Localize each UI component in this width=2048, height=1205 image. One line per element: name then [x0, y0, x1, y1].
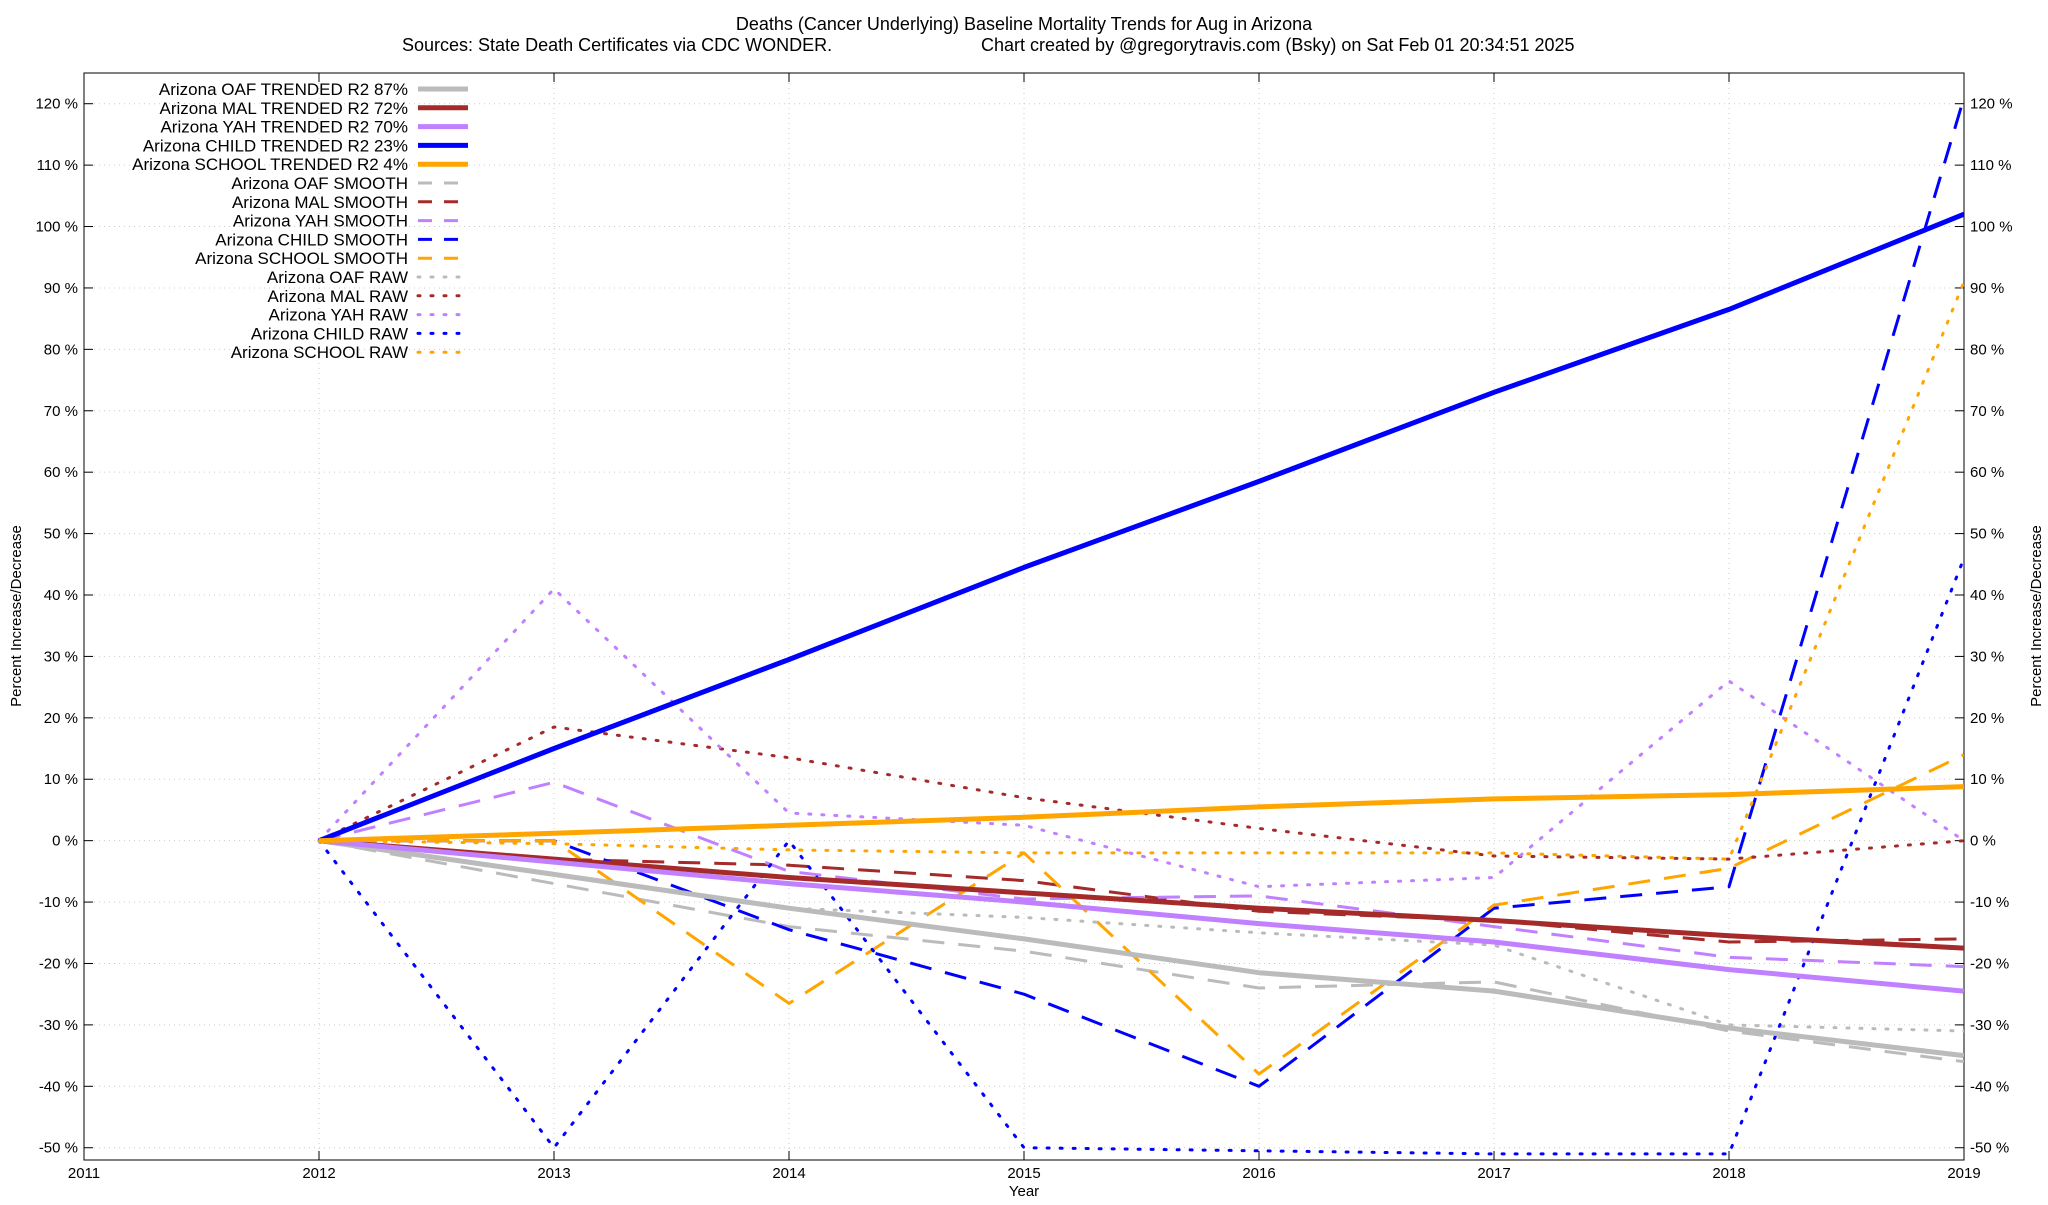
x-tick-label: 2013	[537, 1165, 570, 1182]
x-tick-label: 2018	[1712, 1165, 1745, 1182]
y-tick-label: 120 %	[35, 96, 78, 113]
series-line-8	[319, 97, 1964, 1088]
legend-label: Arizona YAH SMOOTH	[233, 212, 408, 231]
chart-subtitle-credit: Chart created by @gregorytravis.com (Bsk…	[981, 35, 1575, 55]
x-tick-label: 2011	[68, 1165, 100, 1182]
x-tick-label: 2015	[1007, 1165, 1040, 1182]
x-tick-label: 2019	[1947, 1165, 1980, 1182]
y2-tick-label: 60 %	[1970, 464, 2004, 481]
legend-label: Arizona CHILD RAW	[251, 324, 408, 343]
y-tick-label: 20 %	[44, 710, 78, 727]
legend-label: Arizona YAH RAW	[268, 306, 408, 325]
x-tick-label: 2017	[1477, 1165, 1510, 1182]
series-line-12	[317, 587, 1964, 889]
y-tick-label: 80 %	[44, 341, 78, 358]
series-line-1	[318, 838, 1964, 951]
y2-axis-label: Percent Increase/Decrease	[2028, 525, 2045, 707]
y-tick-label: -50 %	[39, 1140, 78, 1157]
legend-label: Arizona CHILD TRENDED R2 23%	[143, 136, 408, 155]
series-line-14	[317, 280, 1964, 861]
legend-label: Arizona MAL RAW	[268, 287, 408, 306]
y-tick-label: -10 %	[39, 894, 78, 911]
y-tick-label: 50 %	[44, 526, 78, 543]
y2-tick-label: 30 %	[1970, 648, 2004, 665]
series-line-7	[318, 780, 1964, 969]
series-line-4	[318, 784, 1964, 844]
y2-tick-label: -10 %	[1970, 894, 2009, 911]
y-tick-label: -40 %	[39, 1078, 78, 1095]
legend-label: Arizona YAH TRENDED R2 70%	[160, 118, 408, 137]
legend-label: Arizona OAF TRENDED R2 87%	[159, 80, 408, 99]
y-tick-label: 10 %	[44, 771, 78, 788]
y2-tick-label: -30 %	[1970, 1017, 2009, 1034]
legend-label: Arizona MAL SMOOTH	[232, 193, 408, 212]
y2-tick-label: 20 %	[1970, 710, 2004, 727]
y-tick-label: 40 %	[44, 587, 78, 604]
series-line-13	[317, 556, 1964, 1156]
y2-tick-label: 90 %	[1970, 280, 2004, 297]
y2-tick-label: 10 %	[1970, 771, 2004, 788]
chart-title: Deaths (Cancer Underlying) Baseline Mort…	[736, 14, 1313, 34]
y2-tick-label: 40 %	[1970, 587, 2004, 604]
y-tick-label: 90 %	[44, 280, 78, 297]
y-tick-label: -20 %	[39, 955, 78, 972]
legend-label: Arizona SCHOOL RAW	[231, 343, 408, 362]
series-line-2	[318, 838, 1964, 994]
y2-tick-label: 100 %	[1970, 219, 2013, 236]
series-line-3	[318, 211, 1964, 844]
series-line-0	[318, 838, 1964, 1059]
x-tick-label: 2012	[302, 1165, 335, 1182]
y-tick-label: -30 %	[39, 1017, 78, 1034]
y-tick-label: 100 %	[35, 219, 78, 236]
legend-label: Arizona MAL TRENDED R2 72%	[160, 99, 408, 118]
series-line-6	[318, 839, 1964, 944]
y-tick-label: 0 %	[52, 833, 78, 850]
x-tick-label: 2016	[1242, 1165, 1275, 1182]
y2-tick-label: 80 %	[1970, 341, 2004, 358]
y-tick-label: 110 %	[37, 157, 78, 174]
y-axis-label: Percent Increase/Decrease	[8, 525, 25, 707]
y2-tick-label: 110 %	[1970, 157, 2011, 174]
legend-label: Arizona OAF SMOOTH	[231, 174, 408, 193]
y2-tick-label: 120 %	[1970, 96, 2013, 113]
legend-label: Arizona SCHOOL TRENDED R2 4%	[132, 155, 408, 174]
y2-tick-label: 0 %	[1970, 833, 1996, 850]
y2-tick-label: 70 %	[1970, 403, 2004, 420]
legend-label: Arizona OAF RAW	[267, 268, 408, 287]
y2-tick-label: -20 %	[1970, 955, 2009, 972]
y2-tick-label: -40 %	[1970, 1078, 2009, 1095]
x-tick-label: 2014	[772, 1165, 805, 1182]
y2-tick-label: 50 %	[1970, 526, 2004, 543]
legend-label: Arizona CHILD SMOOTH	[215, 230, 408, 249]
y-tick-label: 70 %	[44, 403, 78, 420]
legend-label: Arizona SCHOOL SMOOTH	[195, 249, 408, 268]
chart-subtitle-sources: Sources: State Death Certificates via CD…	[402, 35, 832, 55]
y-tick-label: 30 %	[44, 648, 78, 665]
y2-tick-label: -50 %	[1970, 1140, 2009, 1157]
y-tick-label: 60 %	[44, 464, 78, 481]
x-axis-label: Year	[1009, 1183, 1039, 1200]
